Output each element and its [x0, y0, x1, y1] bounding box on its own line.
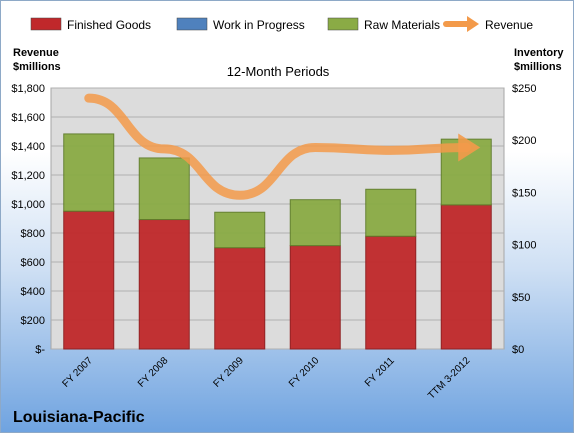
- right-tick-label: $250: [512, 83, 536, 95]
- chart-title: 12-Month Periods: [227, 64, 330, 79]
- left-tick-label: $400: [21, 286, 45, 298]
- left-tick-label: $1,600: [11, 112, 45, 124]
- right-tick-label: $150: [512, 187, 536, 199]
- left-tick-label: $-: [35, 344, 45, 356]
- right-axis-title: Inventory: [514, 47, 564, 59]
- left-tick-label: $1,800: [11, 83, 45, 95]
- left-tick-label: $1,000: [11, 199, 45, 211]
- finished-goods-bar: [440, 204, 492, 350]
- legend-finished-goods-swatch: [30, 17, 62, 31]
- revenue-arrowhead: [458, 133, 481, 162]
- legend-finished-goods-label: Finished Goods: [67, 18, 151, 32]
- right-tick-label: $0: [512, 344, 524, 356]
- raw-materials-bar: [365, 188, 417, 237]
- raw-materials-bar: [63, 133, 115, 212]
- left-tick-label: $1,200: [11, 170, 45, 182]
- left-tick-label: $800: [21, 228, 45, 240]
- legend-raw-materials-swatch: [327, 17, 359, 31]
- finished-goods-bar: [289, 245, 341, 350]
- legend-raw-materials-label: Raw Materials: [364, 18, 440, 32]
- left-tick-label: $200: [21, 315, 45, 327]
- raw-materials-bar: [289, 199, 341, 247]
- left-axis-title-units: $millions: [13, 61, 61, 73]
- left-axis-title: Revenue: [13, 47, 59, 59]
- legend-work-in-progress-label: Work in Progress: [213, 18, 305, 32]
- legend-revenue-label: Revenue: [485, 18, 533, 32]
- finished-goods-bar: [63, 210, 115, 350]
- right-tick-label: $100: [512, 240, 536, 252]
- x-tick-label: FY 2008: [136, 355, 171, 390]
- left-tick-label: $1,400: [11, 141, 45, 153]
- x-tick-label: FY 2007: [60, 355, 95, 390]
- legend-revenue-arrow: [467, 16, 479, 32]
- finished-goods-bar: [365, 235, 417, 350]
- x-tick-label: FY 2009: [211, 355, 246, 390]
- raw-materials-bar: [138, 157, 190, 221]
- revenue-line: [84, 93, 471, 200]
- raw-materials-bar: [214, 211, 266, 249]
- right-axis-title-units: $millions: [514, 61, 562, 73]
- x-tick-label: FY 2011: [363, 355, 397, 389]
- legend-work-in-progress-swatch: [176, 17, 208, 31]
- finished-goods-bar: [138, 219, 190, 350]
- finished-goods-bar: [214, 247, 266, 350]
- right-tick-label: $50: [512, 292, 530, 304]
- x-tick-label: TTM 3-2012: [426, 355, 473, 402]
- plot-area: [50, 87, 505, 350]
- x-tick-label: FY 2010: [287, 355, 322, 390]
- right-tick-label: $200: [512, 135, 536, 147]
- company-name: Louisiana-Pacific: [13, 409, 145, 426]
- left-tick-label: $600: [21, 257, 45, 269]
